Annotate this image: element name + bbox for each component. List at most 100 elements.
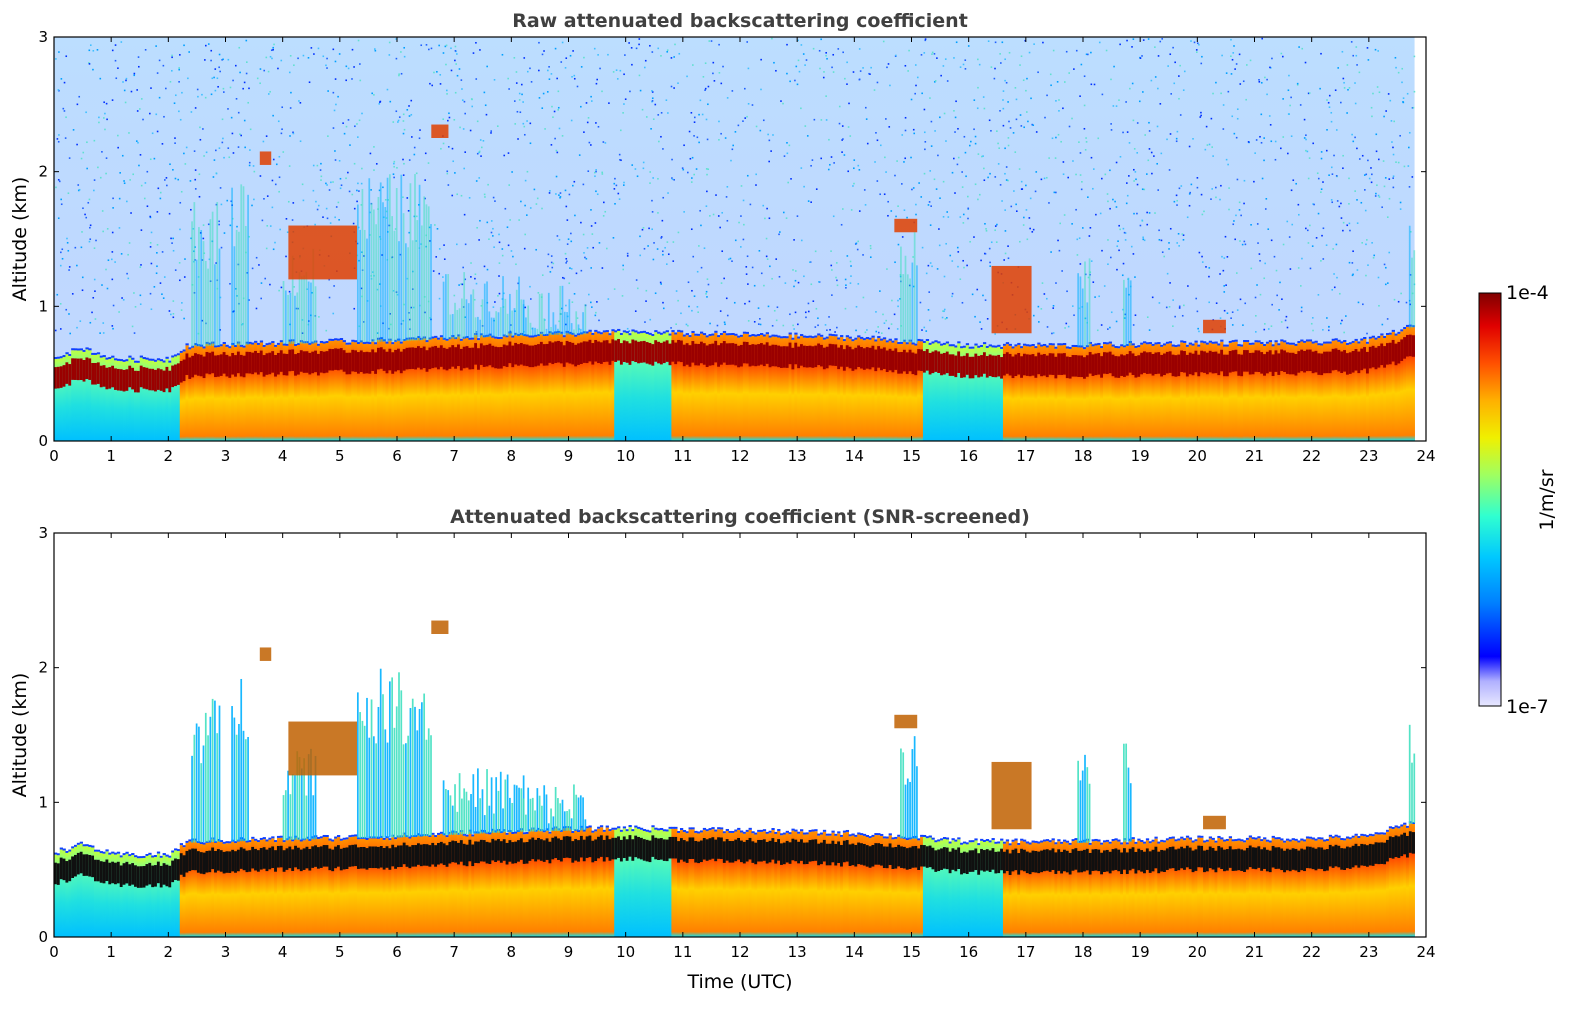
layer-edge [199, 842, 204, 845]
plume-column [557, 328, 559, 335]
boundary-layer-column [482, 337, 487, 441]
cloud-base-band [414, 347, 418, 370]
noise-speck [1079, 95, 1081, 97]
noise-speck [1264, 76, 1266, 79]
noise-speck [1146, 223, 1149, 226]
layer-edge [1228, 340, 1233, 343]
noise-speck [218, 220, 220, 223]
noise-speck [1335, 129, 1338, 131]
layer-edge [399, 341, 404, 344]
noise-speck [1132, 324, 1135, 326]
noise-speck [807, 200, 810, 202]
cloud-base-band [145, 864, 149, 886]
cloud-base-band [1340, 351, 1344, 374]
layer-edge [639, 827, 644, 830]
noise-speck [215, 149, 217, 152]
noise-speck [105, 157, 108, 159]
layer-edge [351, 339, 355, 342]
noise-speck [973, 128, 975, 131]
boundary-layer-column [99, 853, 103, 937]
layer-edge [356, 341, 361, 344]
noise-speck [903, 161, 905, 163]
noise-speck [696, 306, 699, 308]
cloud-base-band [679, 838, 684, 860]
noise-speck [550, 144, 553, 146]
noise-speck [891, 299, 893, 302]
cloud-base-band [814, 345, 818, 368]
noise-speck [941, 316, 944, 319]
boundary-layer-column [1120, 346, 1124, 441]
cloud-base-band [105, 367, 109, 390]
layer-edge [588, 329, 592, 332]
cloud-base-band [105, 859, 109, 882]
layer-edge [225, 841, 229, 844]
noise-speck [1054, 157, 1057, 159]
noise-speck [266, 225, 269, 227]
noise-speck [1352, 273, 1354, 276]
noise-speck [1002, 90, 1005, 92]
noise-speck [282, 151, 285, 153]
noise-speck [944, 58, 947, 60]
cloud-base-band [557, 838, 561, 860]
noise-speck [1007, 137, 1010, 139]
noise-speck [1298, 46, 1300, 48]
cloud-base-band [279, 350, 284, 372]
noise-speck [361, 167, 363, 170]
noise-speck [357, 226, 360, 229]
cloud-base-band [605, 340, 609, 362]
noise-speck [1393, 120, 1396, 123]
boundary-layer-column [534, 831, 538, 937]
boundary-layer-column [331, 841, 335, 937]
noise-speck [725, 297, 728, 300]
boundary-layer-column [1008, 345, 1012, 441]
boundary-layer-column [865, 339, 870, 441]
noise-speck [976, 288, 979, 291]
noise-speck [1347, 88, 1349, 91]
noise-speck [82, 207, 84, 210]
boundary-layer-column [1177, 346, 1181, 441]
cloud-base-band [1380, 343, 1384, 366]
boundary-layer-column [917, 340, 921, 441]
boundary-layer-column [1143, 343, 1147, 441]
noise-speck [747, 67, 750, 70]
layer-edge [1134, 345, 1138, 348]
boundary-layer-column [402, 341, 406, 441]
layer-edge [1225, 344, 1230, 347]
noise-speck [1260, 81, 1263, 84]
noise-speck [865, 118, 868, 120]
noise-speck [1008, 51, 1011, 54]
noise-speck [1112, 105, 1115, 107]
layer-edge [1060, 343, 1064, 346]
layer-edge [805, 335, 809, 338]
layer-edge [1291, 342, 1295, 345]
noise-speck [951, 260, 954, 262]
noise-speck [163, 115, 165, 118]
noise-speck [910, 98, 913, 101]
noise-speck [1402, 101, 1405, 104]
noise-speck [170, 313, 172, 316]
noise-speck [1004, 172, 1006, 175]
x-tick-label: 7 [449, 447, 459, 465]
x-tick-label: 19 [1131, 447, 1150, 465]
cloud-base-band [362, 352, 366, 374]
boundary-layer-column [316, 839, 321, 937]
noise-speck [598, 242, 601, 244]
cloud-base-band [91, 855, 95, 878]
plume-column [430, 224, 432, 340]
noise-speck [456, 243, 458, 246]
boundary-layer-column [348, 344, 352, 441]
noise-speck [1356, 64, 1358, 66]
noise-speck [1352, 54, 1355, 57]
noise-speck [198, 173, 201, 176]
cloud-base-band [654, 340, 658, 362]
noise-speck [1014, 87, 1017, 89]
noise-speck [1007, 257, 1010, 260]
cloud-base-band [342, 350, 346, 372]
boundary-layer-column [114, 854, 118, 937]
layer-edge [599, 825, 604, 828]
noise-speck [1124, 232, 1127, 234]
noise-speck [529, 285, 531, 288]
layer-edge [1323, 341, 1327, 344]
noise-speck [1199, 116, 1202, 118]
noise-speck [1405, 301, 1408, 304]
